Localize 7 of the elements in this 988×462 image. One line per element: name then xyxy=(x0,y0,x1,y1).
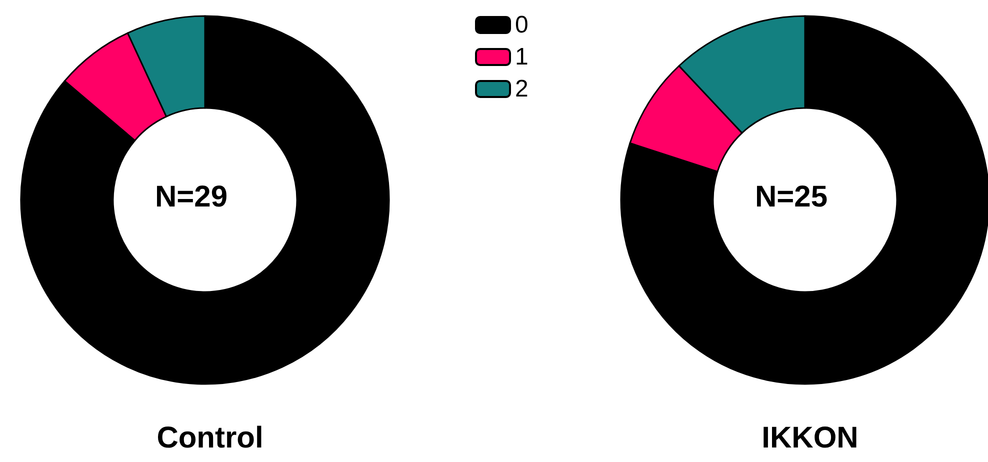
text: N=29 xyxy=(155,180,228,214)
text: IKKON xyxy=(762,422,858,454)
text: Control xyxy=(156,422,264,454)
text: N=25 xyxy=(755,180,828,214)
legend-label: 2 xyxy=(515,76,528,102)
legend-label: 0 xyxy=(515,12,528,38)
legend-label: 1 xyxy=(515,44,528,70)
